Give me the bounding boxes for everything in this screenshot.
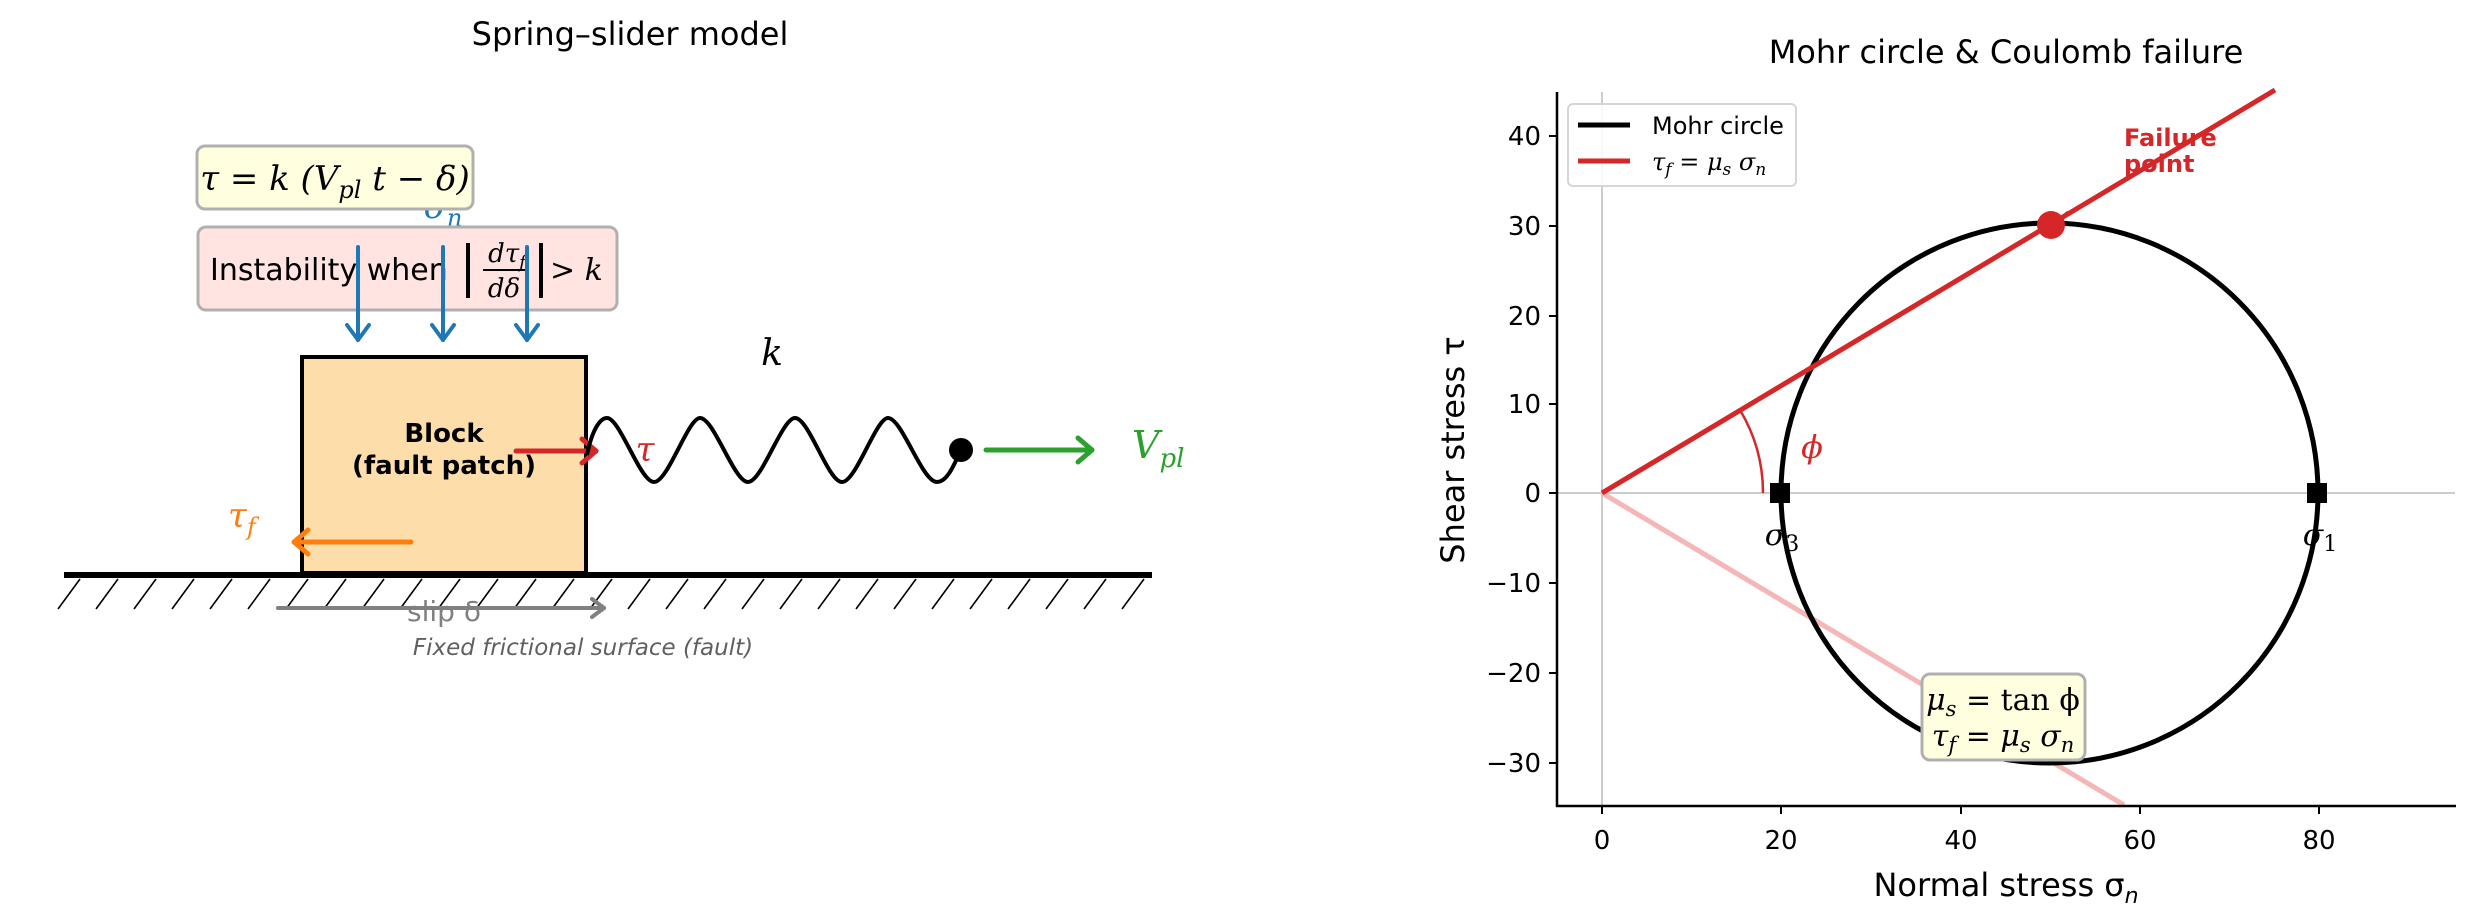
failure-annotation-arrowhead (2059, 210, 2069, 221)
svg-text:20: 20 (1508, 302, 1541, 332)
slip-arrow (276, 597, 606, 619)
svg-text:−20: −20 (1486, 659, 1541, 689)
y-axis-ticks (1549, 135, 1557, 764)
block: Block (fault patch) (300, 355, 588, 575)
spring-end-point (949, 438, 973, 462)
spring-slider-panel: Spring–slider model σn τ = k (Vpl t − δ)… (57, 15, 1184, 661)
svg-text:0: 0 (1594, 826, 1611, 856)
failure-envelope-line (1600, 87, 2277, 496)
fraction-denominator: dδ (488, 274, 520, 304)
legend-label-mohr: Mohr circle (1652, 112, 1784, 140)
instability-suffix: > k (550, 253, 603, 288)
info-line1: μs = tan ϕ (1926, 683, 2080, 721)
block-label-line2: (fault patch) (352, 451, 536, 481)
shear-stress-label: τ (636, 430, 656, 470)
sigma1-label: σ1 (2303, 518, 2337, 557)
svg-text:20: 20 (1764, 826, 1797, 856)
spring (585, 416, 963, 484)
block-label-line1: Block (404, 419, 484, 449)
svg-text:80: 80 (2302, 826, 2335, 856)
right-title: Mohr circle & Coulomb failure (1769, 33, 2244, 71)
failure-annotation-line1: Failure (2124, 124, 2217, 152)
failure-annotation-line2: point (2124, 150, 2194, 178)
fraction-numerator: dτf (488, 239, 529, 273)
sigma3-label: σ3 (1765, 518, 1799, 557)
spring-constant-label: k (761, 333, 783, 374)
sigma1-marker (2307, 483, 2327, 503)
legend: Mohr circle τf = μs σn (1567, 103, 1797, 187)
shear-stress-arrow (513, 436, 599, 466)
plate-velocity-arrow (983, 435, 1095, 465)
slip-label: slip δ (407, 595, 481, 628)
sigma3-marker (1770, 483, 1790, 503)
equation-box: τ = k (Vpl t − δ) (195, 144, 475, 211)
svg-text:−10: −10 (1486, 569, 1541, 599)
x-tick-labels: 0 20 40 60 80 (1594, 826, 2336, 856)
svg-text:40: 40 (1944, 826, 1977, 856)
legend-label-envelope: τf = μs σn (1652, 148, 1766, 180)
svg-text:0: 0 (1524, 479, 1541, 509)
plate-velocity-label: Vpl (1132, 423, 1184, 474)
phi-arc (1738, 409, 1765, 494)
fault-surface (57, 572, 1152, 610)
y-tick-labels: 40 30 20 10 0 −10 −20 −30 (1486, 122, 1541, 779)
surface-caption: Fixed frictional surface (fault) (413, 635, 753, 661)
friction-info-box: μs = tan ϕ τf = μs σn (1920, 672, 2087, 762)
svg-text:30: 30 (1508, 212, 1541, 242)
y-axis-label: Shear stress τ (1434, 336, 1472, 563)
svg-text:40: 40 (1508, 122, 1541, 152)
instability-box: Instability when dτf dδ > k (196, 225, 619, 312)
phi-label: ϕ (1801, 428, 1823, 466)
left-title: Spring–slider model (472, 15, 789, 53)
svg-text:10: 10 (1508, 390, 1541, 420)
x-axis-ticks (1601, 806, 2320, 814)
svg-text:−30: −30 (1486, 749, 1541, 779)
x-axis-label: Normal stress σn (1873, 866, 2138, 909)
normal-stress-arrows (345, 245, 540, 342)
svg-text:60: 60 (2123, 826, 2156, 856)
equation-text: τ = k (Vpl t − δ) (200, 159, 470, 204)
failure-point (2037, 211, 2065, 239)
friction-label: τf (228, 496, 260, 541)
info-line2: τf = μs σn (1932, 719, 2074, 757)
mohr-coulomb-chart: Mohr circle & Coulomb failure ϕ σ3 σ1 Fa… (1434, 33, 2456, 909)
friction-arrow (291, 527, 414, 557)
instability-prefix: Instability when (210, 253, 448, 288)
